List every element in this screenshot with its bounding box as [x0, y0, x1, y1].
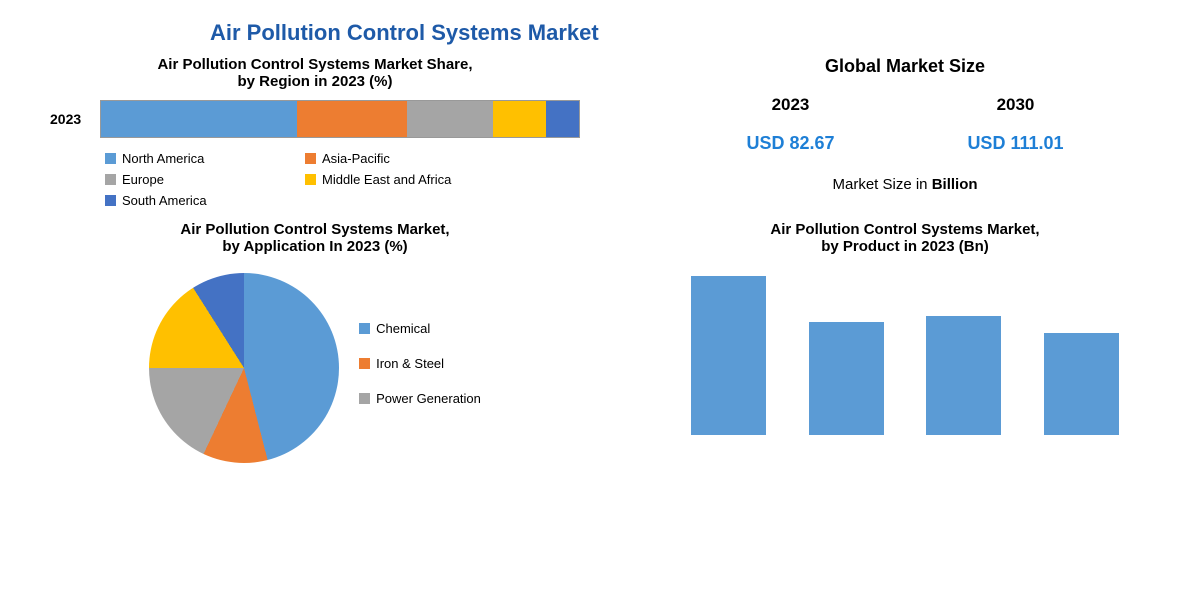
legend-swatch	[105, 174, 116, 185]
application-pie-title: Air Pollution Control Systems Market, by…	[30, 221, 600, 255]
market-size-note: Market Size in Billion	[680, 176, 1130, 193]
note-bold: Billion	[932, 176, 978, 193]
market-size-col: 2023 USD 82.67	[746, 95, 834, 154]
market-size-col: 2030 USD 111.01	[967, 95, 1063, 154]
legend-label: Iron & Steel	[376, 356, 444, 371]
note-prefix: Market Size in	[832, 176, 931, 193]
legend-item: Iron & Steel	[359, 356, 481, 371]
market-size-heading: Global Market Size	[680, 56, 1130, 77]
stacked-segment	[493, 101, 546, 137]
market-size-section: Global Market Size 2023 USD 82.67 2030 USD …	[640, 56, 1170, 211]
bar	[1044, 333, 1119, 435]
market-size-value: USD 82.67	[746, 133, 834, 154]
legend-label: North America	[122, 151, 204, 166]
stacked-segment	[546, 101, 579, 137]
legend-swatch	[359, 323, 370, 334]
legend-swatch	[105, 195, 116, 206]
legend-swatch	[359, 393, 370, 404]
legend-swatch	[305, 153, 316, 164]
bar	[926, 316, 1001, 435]
pie-legend: Chemical Iron & Steel Power Generation	[359, 318, 481, 409]
legend-item: North America	[105, 151, 305, 166]
legend-item: Asia-Pacific	[305, 151, 505, 166]
legend-swatch	[359, 358, 370, 369]
legend-item: Chemical	[359, 321, 481, 336]
region-legend: North America Asia-Pacific Europe Middle Ea…	[50, 148, 580, 211]
stacked-bar	[100, 100, 580, 138]
market-size-year: 2023	[746, 95, 834, 115]
region-share-section: Air Pollution Control Systems Market Sha…	[30, 56, 600, 211]
legend-item: Europe	[105, 172, 305, 187]
market-size-year: 2030	[967, 95, 1063, 115]
application-pie-section: Air Pollution Control Systems Market, by…	[30, 221, 600, 463]
product-bar-section: Air Pollution Control Systems Market, by…	[640, 221, 1170, 463]
stacked-segment	[101, 101, 297, 137]
legend-item: Power Generation	[359, 391, 481, 406]
legend-label: South America	[122, 193, 207, 208]
legend-swatch	[105, 153, 116, 164]
bar	[809, 322, 884, 435]
pie-chart	[149, 273, 339, 463]
legend-label: Europe	[122, 172, 164, 187]
market-size-value: USD 111.01	[967, 133, 1063, 154]
legend-label: Asia-Pacific	[322, 151, 390, 166]
product-bar-title: Air Pollution Control Systems Market, by…	[670, 221, 1140, 255]
main-title: Air Pollution Control Systems Market	[210, 20, 1170, 46]
legend-label: Middle East and Africa	[322, 172, 451, 187]
bar	[691, 276, 766, 435]
legend-label: Power Generation	[376, 391, 481, 406]
region-share-title: Air Pollution Control Systems Market Sha…	[50, 56, 580, 90]
legend-item: Middle East and Africa	[305, 172, 505, 187]
legend-label: Chemical	[376, 321, 430, 336]
stacked-segment	[407, 101, 493, 137]
bar-chart	[670, 265, 1140, 435]
legend-swatch	[305, 174, 316, 185]
stacked-segment	[297, 101, 407, 137]
stacked-year-label: 2023	[50, 111, 100, 127]
legend-item: South America	[105, 193, 305, 208]
